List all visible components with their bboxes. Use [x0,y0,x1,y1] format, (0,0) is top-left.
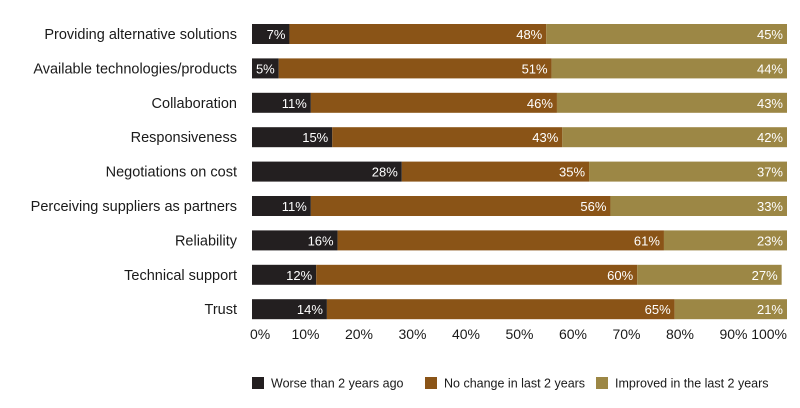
segment-value-label: 16% [308,233,334,248]
bar-segment [310,196,611,216]
x-tick-label: 20% [345,326,373,342]
segment-labels: 7% 48% 45% 5% 51% 44% 11% 46% 43% 15% 43% 42% 28% 35%… [256,27,783,317]
segment-value-label: 11% [282,199,307,214]
segment-value-label: 37% [757,165,783,180]
bar-segment [289,24,547,44]
bar-segment [252,24,290,44]
bar-segment [637,264,782,285]
segment-value-label: 45% [757,27,783,42]
bar-segment [663,230,787,251]
x-tick-label: 60% [559,326,587,342]
legend-swatch [596,377,608,389]
bar-segment [546,24,787,44]
segment-value-label: 46% [527,96,553,111]
bar-segment [252,299,327,320]
segment-value-label: 44% [757,61,783,76]
category-label: Collaboration [152,96,237,112]
legend-swatch [425,377,437,389]
segment-value-label: 51% [522,61,548,76]
segment-value-label: 28% [372,165,398,180]
bar-segment [551,58,787,79]
segment-value-label: 11% [282,96,307,111]
bar-segment [252,161,402,182]
segment-value-label: 15% [302,130,328,145]
bar-segment [252,92,311,113]
segment-value-label: 7% [267,27,286,42]
category-label: Providing alternative solutions [44,27,237,43]
x-tick-label: 80% [666,326,694,342]
category-label: Trust [205,302,238,318]
segment-value-label: 14% [297,302,323,317]
x-tick-label: 50% [505,326,533,342]
bar-segment [401,161,590,182]
segment-value-label: 23% [757,233,783,248]
segment-value-label: 48% [516,27,542,42]
bar-segment [316,264,638,285]
segment-value-label: 43% [757,96,783,111]
category-label: Technical support [124,268,237,284]
x-tick-label: 40% [452,326,480,342]
x-tick-label: 100% [751,326,787,342]
segment-value-label: 12% [286,268,312,283]
x-tick-label: 90% [719,326,747,342]
x-tick-label: 70% [612,326,640,342]
category-labels: Providing alternative solutions Available… [31,27,238,318]
bar-segment [310,92,557,113]
bar-segment [610,196,787,216]
segment-value-label: 33% [757,199,783,214]
bar-segment [332,127,563,148]
segment-value-label: 43% [532,130,558,145]
bar-segment [674,299,787,320]
x-tick-label: 0% [250,326,270,342]
segment-value-label: 65% [645,302,671,317]
bar-segment [337,230,664,251]
segment-value-label: 61% [634,233,660,248]
segment-value-label: 60% [607,268,633,283]
bar-segment [326,299,675,320]
segment-value-label: 42% [757,130,783,145]
bar-segment [562,127,787,148]
x-tick-label: 10% [291,326,319,342]
legend: Worse than 2 years ago No change in last … [252,377,769,391]
segment-value-label: 35% [559,165,585,180]
segment-value-label: 27% [752,268,778,283]
segment-value-label: 5% [256,61,275,76]
category-label: Negotiations on cost [106,165,237,181]
bar-segment [252,264,317,285]
category-label: Responsiveness [131,130,237,146]
bar-segment [252,58,279,79]
bar-segment [278,58,552,79]
bar-segment [252,230,338,251]
bar-segment [252,127,333,148]
legend-label: Worse than 2 years ago [271,377,404,391]
bar-segment [252,196,311,216]
segment-value-label: 21% [757,302,783,317]
x-tick-label: 30% [398,326,426,342]
bar-segment [556,92,787,113]
legend-label: No change in last 2 years [444,377,585,391]
legend-label: Improved in the last 2 years [615,377,769,391]
legend-swatch [252,377,264,389]
bars [252,24,787,320]
category-label: Available technologies/products [33,61,237,77]
category-label: Perceiving suppliers as partners [31,199,237,215]
segment-value-label: 56% [580,199,606,214]
category-label: Reliability [175,233,238,249]
bar-segment [589,161,787,182]
x-axis-ticks: 0% 10% 20% 30% 40% 50% 60% 70% 80% 90% 100% [250,326,787,342]
